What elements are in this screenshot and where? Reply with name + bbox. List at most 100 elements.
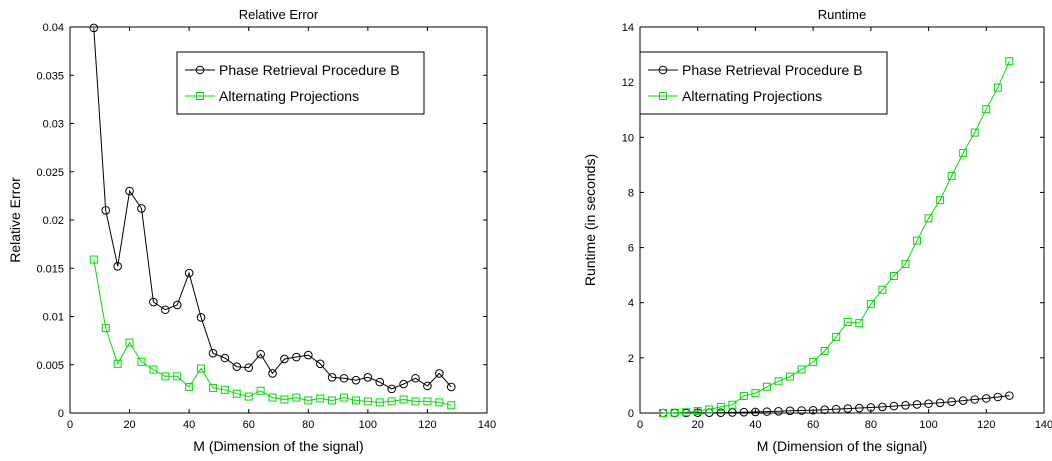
legend-box xyxy=(639,51,888,115)
data-point xyxy=(901,260,910,269)
data-point xyxy=(447,401,456,410)
data-point xyxy=(1005,391,1014,400)
data-point xyxy=(958,396,968,405)
data-point xyxy=(113,262,122,271)
y-tick-label: 4 xyxy=(628,298,634,310)
x-tick-label: 100 xyxy=(359,419,377,431)
chart-title: Runtime xyxy=(818,7,866,22)
x-tick-label: 0 xyxy=(637,419,643,431)
y-tick-label: 6 xyxy=(628,243,634,255)
data-point xyxy=(866,300,875,309)
legend: Phase Retrieval Procedure B Alternating P… xyxy=(639,51,888,115)
data-point xyxy=(375,377,385,387)
legend-label: Phase Retrieval Procedure B xyxy=(682,62,863,78)
data-point xyxy=(375,398,384,407)
data-point xyxy=(959,149,968,158)
data-point xyxy=(435,398,444,407)
data-point xyxy=(256,386,265,395)
data-point xyxy=(399,395,408,404)
y-tick-label: 0.005 xyxy=(36,360,64,372)
data-point xyxy=(256,349,265,359)
data-point xyxy=(304,396,313,405)
data-point xyxy=(149,297,158,307)
data-point xyxy=(739,391,748,400)
data-point xyxy=(1005,57,1014,66)
y-axis-label: Runtime (in seconds) xyxy=(582,154,598,286)
x-tick-label: 80 xyxy=(865,419,877,431)
data-point xyxy=(693,407,702,416)
data-point xyxy=(244,363,254,372)
data-point xyxy=(244,392,253,401)
series-line xyxy=(663,395,1010,414)
y-tick-label: 0.01 xyxy=(43,312,64,324)
data-point xyxy=(924,214,933,223)
data-point xyxy=(913,236,922,245)
x-tick-label: 100 xyxy=(919,419,937,431)
x-tick-label: 20 xyxy=(692,419,704,431)
data-point xyxy=(161,305,170,315)
data-point xyxy=(809,357,818,366)
data-point xyxy=(446,382,456,392)
x-tick-label: 20 xyxy=(123,419,135,431)
data-point xyxy=(89,23,99,33)
data-point xyxy=(820,346,829,355)
x-axis-label: M (Dimension of the signal) xyxy=(757,438,927,454)
data-point xyxy=(739,407,749,417)
data-point xyxy=(947,171,956,180)
data-point xyxy=(797,406,806,415)
legend-marker xyxy=(196,92,204,100)
series-line xyxy=(663,60,1010,414)
data-point xyxy=(993,392,1003,402)
data-point xyxy=(315,359,325,369)
data-point xyxy=(197,364,206,373)
data-point xyxy=(682,408,691,417)
data-point xyxy=(113,359,122,368)
data-point xyxy=(268,369,277,378)
data-point xyxy=(670,408,679,417)
y-tick-label: 0 xyxy=(58,408,64,420)
data-point xyxy=(173,372,182,381)
data-point xyxy=(351,396,360,405)
data-point xyxy=(363,372,373,382)
chart-title: Relative Error xyxy=(239,7,319,22)
data-point xyxy=(387,397,396,406)
data-point xyxy=(101,324,110,333)
data-point xyxy=(232,362,242,371)
y-tick-label: 10 xyxy=(622,132,634,144)
data-point xyxy=(303,350,313,360)
data-point xyxy=(161,372,170,381)
data-point xyxy=(889,271,898,280)
data-point xyxy=(292,352,301,362)
data-point xyxy=(728,400,737,409)
y-tick-label: 14 xyxy=(622,22,634,34)
data-point xyxy=(982,105,991,114)
y-tick-label: 0.03 xyxy=(43,119,64,131)
data-point xyxy=(993,83,1002,92)
legend-label: Alternating Projections xyxy=(219,88,359,104)
legend-box xyxy=(176,51,425,115)
data-point xyxy=(820,405,829,414)
data-point xyxy=(89,255,98,264)
y-axis-label: Relative Error xyxy=(7,177,23,263)
data-point xyxy=(280,354,289,364)
data-point xyxy=(292,393,301,402)
legend-marker xyxy=(195,65,205,75)
data-point xyxy=(328,396,337,405)
x-tick-label: 80 xyxy=(302,419,314,431)
data-point xyxy=(340,393,349,402)
data-point xyxy=(411,397,420,406)
runtime-panel: Runtime 0 20 40 60 80 100 120 140 0 2 4 6 8 10 12 14 M (D… xyxy=(582,7,1052,454)
data-point xyxy=(327,372,337,382)
data-point xyxy=(316,394,325,403)
y-tick-label: 2 xyxy=(628,353,634,365)
y-tick-label: 12 xyxy=(622,77,634,89)
series-line xyxy=(93,27,452,390)
data-point xyxy=(762,407,772,416)
data-point xyxy=(901,400,910,410)
data-point xyxy=(363,397,372,406)
data-point xyxy=(220,385,229,394)
data-point xyxy=(208,348,218,358)
data-point xyxy=(774,407,783,416)
legend-marker xyxy=(659,92,667,100)
data-point xyxy=(435,369,444,378)
